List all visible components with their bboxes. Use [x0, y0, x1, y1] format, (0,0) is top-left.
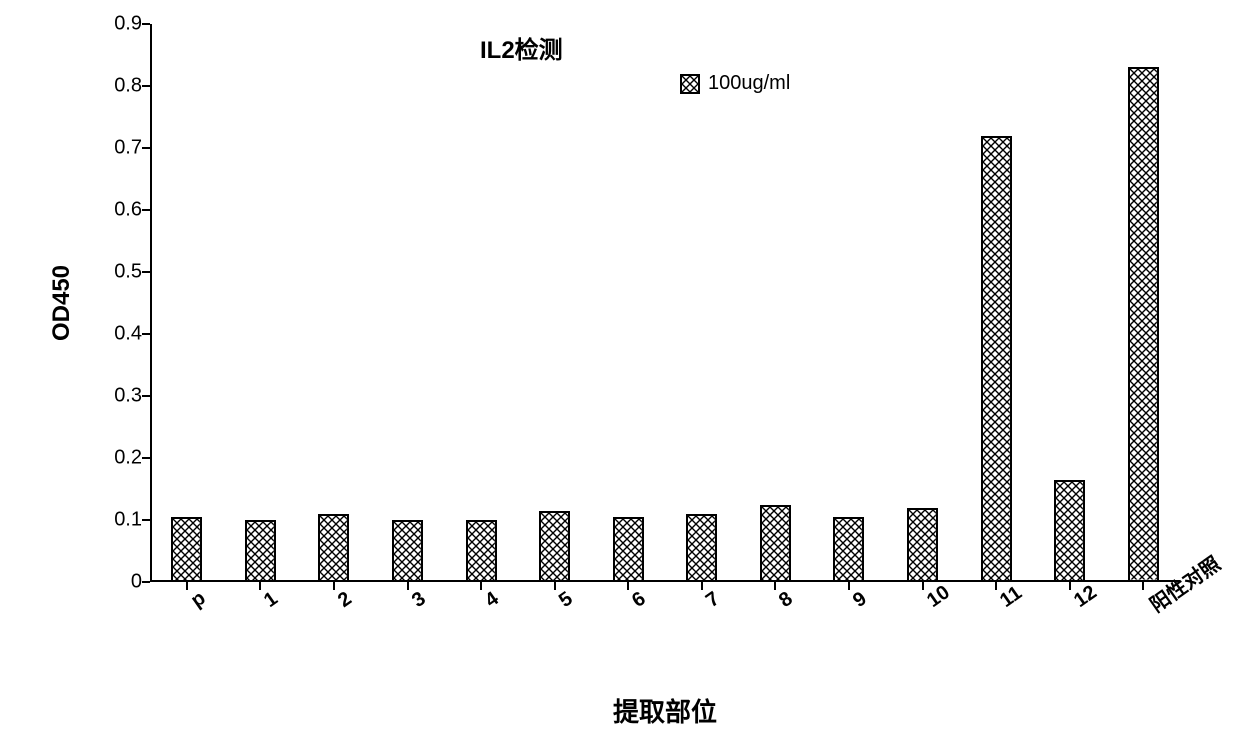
- bar: [466, 520, 497, 582]
- plot-area: OD450 提取部位 00.10.20.30.40.50.60.70.80.9p…: [150, 24, 1180, 582]
- crosshatch-icon: [1130, 69, 1157, 580]
- x-tick-mark: [480, 582, 482, 590]
- y-tick-label: 0.5: [114, 261, 150, 284]
- bar: [318, 514, 349, 582]
- bar: [833, 517, 864, 582]
- x-tick-mark: [554, 582, 556, 590]
- x-tick-label: 4: [481, 594, 494, 613]
- x-tick-mark: [1142, 582, 1144, 590]
- x-tick-mark: [922, 582, 924, 590]
- x-tick-label: p: [187, 594, 200, 613]
- y-tick-label: 0.6: [114, 199, 150, 222]
- x-tick-mark: [407, 582, 409, 590]
- x-axis-title: 提取部位: [613, 692, 717, 729]
- x-tick-label: 阳性对照: [1143, 594, 1160, 618]
- x-tick-label: 6: [628, 594, 641, 613]
- crosshatch-icon: [909, 510, 936, 580]
- crosshatch-icon: [173, 519, 200, 580]
- y-tick-label: 0.8: [114, 75, 150, 98]
- x-tick-label: 9: [849, 594, 862, 613]
- x-tick-label: 5: [555, 594, 568, 613]
- x-tick-label: 10: [923, 594, 936, 613]
- x-tick-mark: [995, 582, 997, 590]
- bar: [1128, 67, 1159, 582]
- x-tick-label: 1: [260, 594, 273, 613]
- crosshatch-icon: [1056, 482, 1083, 580]
- crosshatch-icon: [468, 522, 495, 580]
- bar: [760, 505, 791, 583]
- bar: [392, 520, 423, 582]
- y-axis-title: OD450: [48, 265, 76, 341]
- x-tick-label: 8: [775, 594, 788, 613]
- x-tick-mark: [1069, 582, 1071, 590]
- y-tick-label: 0.4: [114, 323, 150, 346]
- crosshatch-icon: [762, 507, 789, 581]
- bar: [907, 508, 938, 582]
- crosshatch-icon: [320, 516, 347, 580]
- x-tick-mark: [848, 582, 850, 590]
- bar: [981, 136, 1012, 582]
- bar: [539, 511, 570, 582]
- x-tick-label: 12: [1070, 594, 1083, 613]
- x-tick-mark: [774, 582, 776, 590]
- y-tick-label: 0.2: [114, 447, 150, 470]
- crosshatch-icon: [688, 516, 715, 580]
- crosshatch-icon: [835, 519, 862, 580]
- x-tick-label: 3: [408, 594, 421, 613]
- crosshatch-icon: [615, 519, 642, 580]
- chart-container: IL2检测 100ug/ml OD450 提取部位: [0, 0, 1240, 754]
- x-tick-label: 11: [996, 594, 1009, 613]
- y-tick-label: 0: [131, 571, 150, 594]
- crosshatch-icon: [394, 522, 421, 580]
- crosshatch-icon: [541, 513, 568, 580]
- bar: [245, 520, 276, 582]
- x-tick-mark: [627, 582, 629, 590]
- x-tick-label: 2: [334, 594, 347, 613]
- x-tick-label: 7: [702, 594, 715, 613]
- x-tick-mark: [259, 582, 261, 590]
- bar: [171, 517, 202, 582]
- bars-container: [150, 24, 1180, 582]
- x-tick-mark: [186, 582, 188, 590]
- bar: [613, 517, 644, 582]
- x-tick-mark: [701, 582, 703, 590]
- y-tick-label: 0.3: [114, 385, 150, 408]
- y-tick-label: 0.1: [114, 509, 150, 532]
- x-tick-mark: [333, 582, 335, 590]
- crosshatch-icon: [983, 138, 1010, 580]
- y-tick-label: 0.9: [114, 13, 150, 36]
- crosshatch-icon: [247, 522, 274, 580]
- bar: [686, 514, 717, 582]
- y-tick-label: 0.7: [114, 137, 150, 160]
- bar: [1054, 480, 1085, 582]
